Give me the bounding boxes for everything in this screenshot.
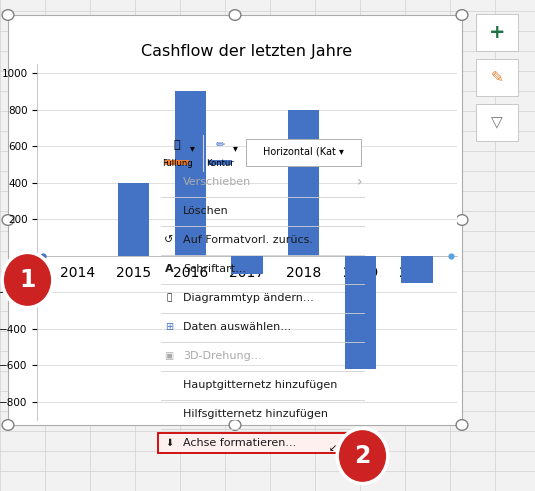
Text: Kontur: Kontur [206,159,234,168]
Text: ↺: ↺ [164,235,174,245]
Bar [232,256,263,274]
Text: ↙: ↙ [329,443,337,453]
Text: ▣: ▣ [164,351,174,361]
Circle shape [2,252,53,307]
Bar [208,160,232,165]
Text: A: A [165,264,173,274]
Bar [118,183,149,256]
Circle shape [456,215,468,225]
Bar [288,110,319,256]
Text: +: + [489,23,505,42]
Text: ⬇: ⬇ [165,438,173,448]
Bar [401,256,433,283]
FancyBboxPatch shape [158,433,367,453]
Text: Schriftart...: Schriftart... [183,264,246,274]
Text: ✎: ✎ [491,70,503,85]
Text: 2: 2 [354,444,371,468]
Text: ✏: ✏ [215,140,225,150]
Circle shape [456,10,468,20]
Circle shape [456,420,468,430]
Text: 1: 1 [19,268,36,292]
FancyBboxPatch shape [476,59,518,96]
Circle shape [229,10,241,20]
Circle shape [337,429,388,484]
Text: Horizontal (Kat ▾: Horizontal (Kat ▾ [263,147,343,157]
Text: 3D-Drehung...: 3D-Drehung... [183,351,262,361]
Text: Hilfsgitternetz hinzufügen: Hilfsgitternetz hinzufügen [183,409,328,419]
Text: Füllung: Füllung [162,159,192,168]
Text: 📊: 📊 [166,294,172,302]
Title: Cashflow der letzten Jahre: Cashflow der letzten Jahre [141,44,353,59]
Text: ▾: ▾ [233,143,238,153]
Circle shape [2,10,14,20]
Text: ▽: ▽ [491,115,503,130]
FancyBboxPatch shape [476,14,518,51]
Circle shape [229,420,241,430]
FancyBboxPatch shape [476,104,518,141]
Text: Auf Formatvorl. zurücs.: Auf Formatvorl. zurücs. [183,235,313,245]
Bar [175,91,206,256]
Text: ✋: ✋ [174,140,180,150]
Circle shape [2,215,14,225]
Text: Verschieben: Verschieben [183,177,251,187]
Text: Hauptgitternetz hinzufügen: Hauptgitternetz hinzufügen [183,380,338,390]
Text: ›: › [357,175,363,189]
Text: Daten auswählen...: Daten auswählen... [183,322,291,332]
Text: ▾: ▾ [189,143,194,153]
Text: ⊞: ⊞ [165,322,173,332]
Bar [165,160,189,165]
FancyBboxPatch shape [246,139,361,166]
Text: Löschen: Löschen [183,206,229,216]
Bar [345,256,376,369]
Text: Diagrammtyp ändern...: Diagrammtyp ändern... [183,293,314,303]
Text: Achse formatieren...: Achse formatieren... [183,438,296,448]
Circle shape [2,420,14,430]
